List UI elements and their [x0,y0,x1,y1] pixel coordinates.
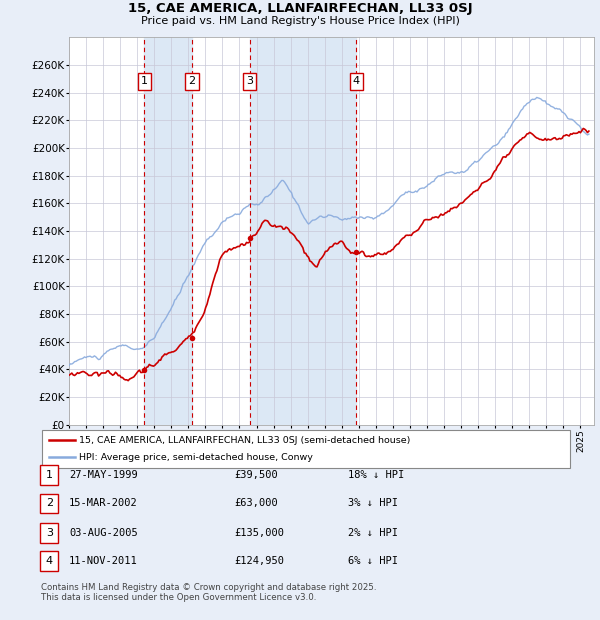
Text: 6% ↓ HPI: 6% ↓ HPI [348,556,398,566]
Text: 3: 3 [46,528,53,538]
Text: 15-MAR-2002: 15-MAR-2002 [69,498,138,508]
Text: 1: 1 [140,76,148,86]
Text: Contains HM Land Registry data © Crown copyright and database right 2025.
This d: Contains HM Land Registry data © Crown c… [41,583,376,602]
Text: Price paid vs. HM Land Registry's House Price Index (HPI): Price paid vs. HM Land Registry's House … [140,16,460,25]
Bar [250,37,356,425]
Text: HPI: Average price, semi-detached house, Conwy: HPI: Average price, semi-detached house,… [79,453,313,462]
Text: 1: 1 [46,470,53,480]
Text: £124,950: £124,950 [234,556,284,566]
Text: £63,000: £63,000 [234,498,278,508]
Text: 15, CAE AMERICA, LLANFAIRFECHAN, LL33 0SJ (semi-detached house): 15, CAE AMERICA, LLANFAIRFECHAN, LL33 0S… [79,436,410,445]
Text: 4: 4 [46,556,53,566]
Text: 3% ↓ HPI: 3% ↓ HPI [348,498,398,508]
Text: 2% ↓ HPI: 2% ↓ HPI [348,528,398,538]
Text: £135,000: £135,000 [234,528,284,538]
Text: 18% ↓ HPI: 18% ↓ HPI [348,470,404,480]
Text: 2: 2 [188,76,196,86]
Text: £39,500: £39,500 [234,470,278,480]
Text: 27-MAY-1999: 27-MAY-1999 [69,470,138,480]
Text: 15, CAE AMERICA, LLANFAIRFECHAN, LL33 0SJ: 15, CAE AMERICA, LLANFAIRFECHAN, LL33 0S… [128,2,472,15]
Text: 03-AUG-2005: 03-AUG-2005 [69,528,138,538]
Text: 11-NOV-2011: 11-NOV-2011 [69,556,138,566]
Bar [144,37,192,425]
Text: 4: 4 [353,76,360,86]
Text: 2: 2 [46,498,53,508]
Text: 3: 3 [246,76,253,86]
